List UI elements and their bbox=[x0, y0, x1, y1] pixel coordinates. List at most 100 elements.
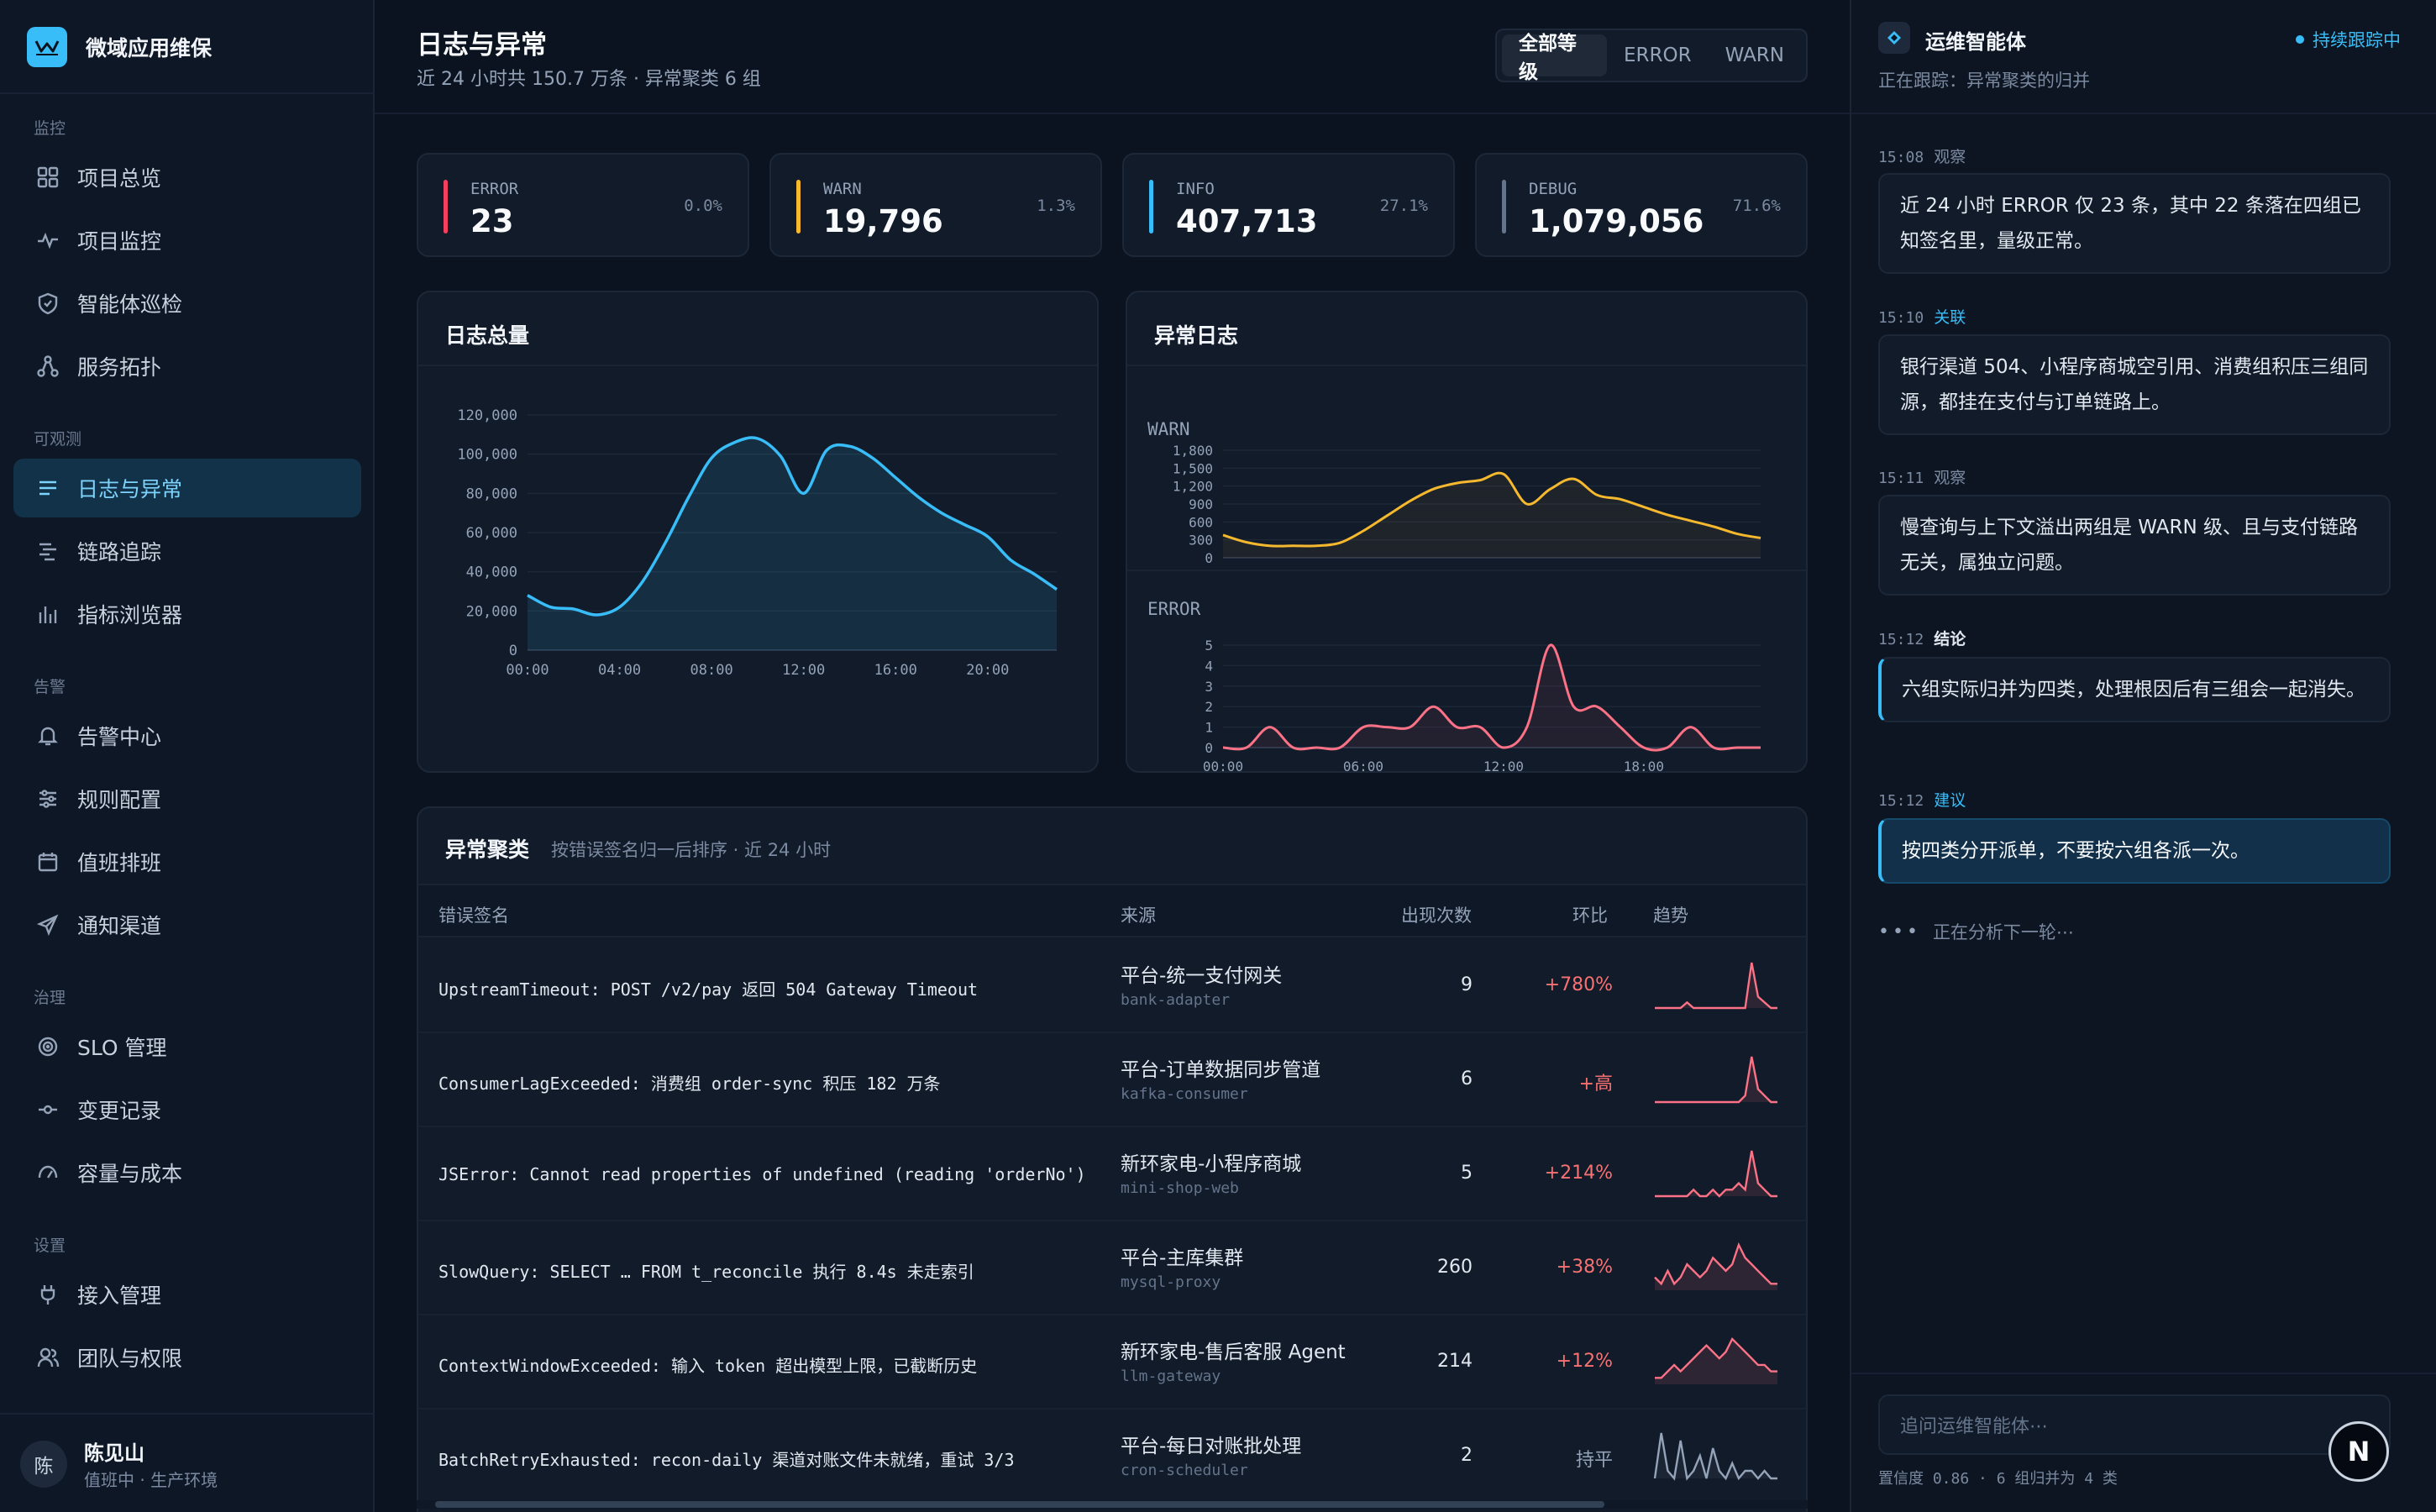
y-tick-label: 3 bbox=[1205, 679, 1213, 695]
column-header-source[interactable]: 来源 bbox=[1121, 906, 1156, 926]
y-tick-label: 600 bbox=[1189, 514, 1213, 530]
nav-item-project-overview[interactable]: 项目总览 bbox=[13, 148, 361, 207]
nav-item-integration[interactable]: 接入管理 bbox=[13, 1265, 361, 1324]
plug-icon bbox=[34, 1280, 62, 1309]
level-filter-warn[interactable]: WARN bbox=[1725, 45, 1784, 66]
occurrence-count: 2 bbox=[1461, 1445, 1473, 1466]
log-lines-icon bbox=[34, 474, 62, 502]
error-signature: BatchRetryExhausted: recon-daily 渠道对账文件未… bbox=[438, 1450, 1015, 1470]
nav-section-title: 可观测 bbox=[34, 430, 82, 449]
y-tick-label: 4 bbox=[1205, 658, 1213, 674]
column-header-count[interactable]: 出现次数 bbox=[1401, 906, 1472, 926]
panel-title: 日志总量 bbox=[445, 323, 530, 348]
message-kind[interactable]: 关联 bbox=[1934, 308, 1966, 327]
floating-action-button[interactable]: N bbox=[2328, 1421, 2389, 1482]
series-line bbox=[527, 436, 1058, 617]
message-meta: 15:11 观察 bbox=[1878, 465, 1966, 488]
occurrence-count: 214 bbox=[1437, 1351, 1473, 1372]
scrollbar-thumb[interactable] bbox=[435, 1501, 1604, 1508]
level-filter-all[interactable]: 全部等级 bbox=[1502, 33, 1607, 83]
y-tick-label: 0 bbox=[509, 643, 517, 659]
nav-item-tracing[interactable]: 链路追踪 bbox=[13, 522, 361, 580]
y-tick-label: 60,000 bbox=[466, 525, 517, 542]
service-name: cron-scheduler bbox=[1121, 1462, 1248, 1479]
stat-label: INFO bbox=[1176, 180, 1215, 198]
agent-question-input[interactable]: 追问运维智能体⋯ bbox=[1878, 1394, 2391, 1455]
nav-item-project-monitor[interactable]: 项目监控 bbox=[13, 211, 361, 270]
brand[interactable]: 微域应用维保 bbox=[27, 27, 212, 67]
calendar-icon bbox=[34, 848, 62, 876]
nav-item-change-log[interactable]: 变更记录 bbox=[13, 1080, 361, 1139]
stat-percent: 1.3% bbox=[1037, 197, 1075, 215]
trend-sparkline bbox=[1654, 1242, 1777, 1290]
stat-card-info[interactable]: INFO 407,713 27.1% bbox=[1122, 153, 1455, 257]
message-kind[interactable]: 建议 bbox=[1934, 791, 1966, 810]
avatar[interactable]: 陈 bbox=[20, 1441, 67, 1488]
nav-item-agent-inspection[interactable]: 智能体巡检 bbox=[13, 274, 361, 333]
y-tick-label: 20,000 bbox=[466, 603, 517, 620]
nav-item-team-permissions[interactable]: 团队与权限 bbox=[13, 1328, 361, 1387]
source-name: 新环家电-小程序商城 bbox=[1121, 1153, 1302, 1175]
nav-label: 规则配置 bbox=[77, 788, 162, 812]
target-icon bbox=[34, 1032, 62, 1061]
x-tick-label: 04:00 bbox=[598, 662, 641, 679]
trend-sparkline bbox=[1655, 1150, 1777, 1198]
stat-card-debug[interactable]: DEBUG 1,079,056 71.6% bbox=[1475, 153, 1808, 257]
stat-percent: 0.0% bbox=[684, 197, 722, 215]
y-tick-label: 2 bbox=[1205, 699, 1213, 715]
column-header-signature[interactable]: 错误签名 bbox=[438, 906, 509, 926]
table-row[interactable]: UpstreamTimeout: POST /v2/pay 返回 504 Gat… bbox=[418, 939, 1806, 1033]
y-tick-label: 0 bbox=[1205, 550, 1213, 566]
nav-item-service-topology[interactable]: 服务拓扑 bbox=[13, 337, 361, 396]
horizontal-scrollbar[interactable] bbox=[417, 1500, 1808, 1509]
error-signature: UpstreamTimeout: POST /v2/pay 返回 504 Gat… bbox=[438, 979, 979, 1000]
error-signature: ContextWindowExceeded: 输入 token 超出模型上限，已… bbox=[438, 1356, 978, 1376]
service-name: kafka-consumer bbox=[1121, 1085, 1248, 1103]
message-meta: 15:12 建议 bbox=[1878, 788, 1966, 811]
agent-diamond-icon bbox=[1878, 22, 1910, 54]
sliders-icon bbox=[34, 785, 62, 813]
service-name: mini-shop-web bbox=[1121, 1179, 1239, 1197]
status-dot-icon bbox=[2296, 35, 2304, 44]
nav-label: 智能体巡检 bbox=[77, 292, 183, 317]
table-row[interactable]: ContextWindowExceeded: 输入 token 超出模型上限，已… bbox=[418, 1315, 1806, 1410]
user-status: 值班中 · 生产环境 bbox=[84, 1470, 218, 1490]
stat-value: 23 bbox=[470, 203, 514, 239]
nav-item-slo[interactable]: SLO 管理 bbox=[13, 1017, 361, 1076]
nav-item-rule-config[interactable]: 规则配置 bbox=[13, 769, 361, 828]
column-header-delta[interactable]: 环比 bbox=[1572, 906, 1608, 926]
nav-item-metrics-explorer[interactable]: 指标浏览器 bbox=[13, 585, 361, 643]
table-row[interactable]: ConsumerLagExceeded: 消费组 order-sync 积压 1… bbox=[418, 1033, 1806, 1127]
page-subtitle: 近 24 小时共 150.7 万条 · 异常聚类 6 组 bbox=[417, 69, 761, 90]
message-kind: 观察 bbox=[1934, 469, 1966, 487]
gauge-icon bbox=[34, 1158, 62, 1187]
stat-card-warn[interactable]: WARN 19,796 1.3% bbox=[769, 153, 1102, 257]
bell-icon bbox=[34, 722, 62, 750]
cluster-table-panel: 异常聚类 按错误签名归一后排序 · 近 24 小时 错误签名 来源 出现次数 环… bbox=[417, 806, 1808, 1512]
nav-item-alert-center[interactable]: 告警中心 bbox=[13, 706, 361, 765]
nav-label: 团队与权限 bbox=[77, 1347, 183, 1371]
level-filter-error[interactable]: ERROR bbox=[1624, 45, 1692, 66]
chart-caption: WARN bbox=[1147, 419, 1190, 439]
y-tick-label: 40,000 bbox=[466, 564, 517, 581]
nav-item-capacity-cost[interactable]: 容量与成本 bbox=[13, 1143, 361, 1202]
grid-icon bbox=[34, 163, 62, 192]
log-volume-panel: 日志总量 0 20,000 40,000 60,000 80,000 100,000 120… bbox=[417, 291, 1099, 773]
typing-dots-icon: ••• bbox=[1878, 921, 1921, 942]
sparkline-line bbox=[1655, 1056, 1777, 1104]
table-row[interactable]: JSError: Cannot read properties of undef… bbox=[418, 1127, 1806, 1221]
nav-label: 服务拓扑 bbox=[77, 355, 162, 380]
table-row[interactable]: SlowQuery: SELECT … FROM t_reconcile 执行 … bbox=[418, 1221, 1806, 1315]
nav-item-logs-exceptions[interactable]: 日志与异常 bbox=[13, 459, 361, 517]
x-tick-label: 12:00 bbox=[782, 662, 825, 679]
x-tick-label: 16:00 bbox=[874, 662, 917, 679]
source-name: 平台-主库集群 bbox=[1121, 1247, 1244, 1269]
nav-item-oncall-schedule[interactable]: 值班排班 bbox=[13, 832, 361, 891]
nav-item-notify-channel[interactable]: 通知渠道 bbox=[13, 895, 361, 954]
stat-card-error[interactable]: ERROR 23 0.0% bbox=[417, 153, 749, 257]
trend-sparkline bbox=[1655, 1056, 1777, 1104]
sparkline-line bbox=[1655, 1150, 1777, 1198]
agent-tracking: 正在跟踪：异常聚类的归并 bbox=[1878, 71, 2090, 91]
agent-suggestion[interactable]: 按四类分开派单，不要按六组各派一次。 bbox=[1878, 818, 2391, 884]
table-row[interactable]: BatchRetryExhausted: recon-daily 渠道对账文件未… bbox=[418, 1410, 1806, 1504]
